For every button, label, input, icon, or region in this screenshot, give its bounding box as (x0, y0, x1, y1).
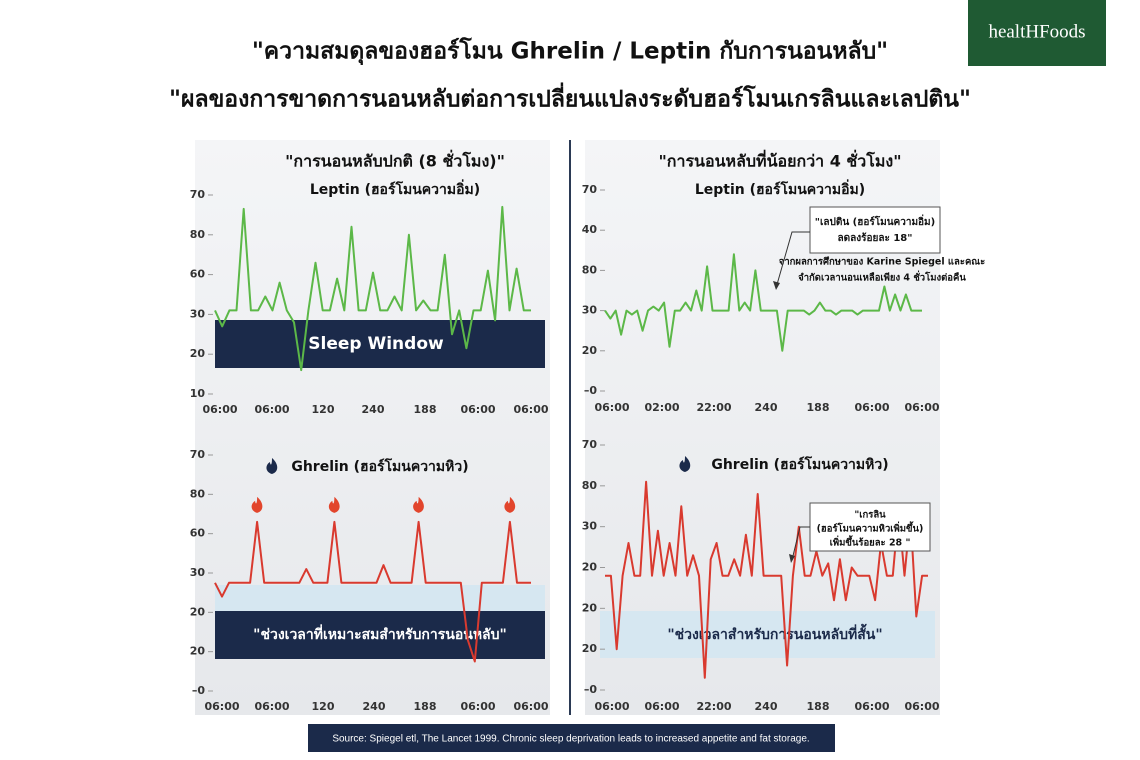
hormone-line (604, 253, 922, 352)
callout-text: ลดลงร้อยละ 18" (838, 232, 913, 244)
callout-text: "เลปติน (ฮอร์โมนความอิ่ม) (815, 214, 935, 228)
y-tick-label: 80 (582, 479, 598, 492)
flame-icon (328, 496, 340, 513)
x-tick-label: 06:00 (644, 700, 679, 713)
x-tick-label: 240 (755, 401, 778, 414)
y-tick-label: 80 (582, 263, 598, 276)
x-tick-label: 06:00 (904, 700, 939, 713)
source-box (308, 724, 835, 752)
x-tick-label: 188 (414, 403, 437, 416)
x-tick-label: 188 (414, 700, 437, 713)
x-tick-label: 120 (312, 403, 335, 416)
x-tick-label: 188 (807, 700, 830, 713)
y-tick-label: 80 (190, 487, 206, 500)
x-tick-label: 06:00 (594, 401, 629, 414)
callout-text: (ฮอร์โมนความหิวเพิ่มขึ้น) (817, 521, 924, 535)
sleep-band (215, 585, 545, 611)
callout-text: เพิ่มขึ้นร้อยละ 28 " (830, 535, 911, 549)
title: "ความสมดุลของฮอร์โมน Ghrelin / Leptin กั… (252, 37, 888, 66)
x-tick-label: 02:00 (644, 401, 679, 414)
sleep-band (600, 611, 935, 658)
x-tick-label: 240 (362, 403, 385, 416)
y-tick-label: 20 (190, 645, 206, 658)
y-tick-label: 20 (190, 605, 206, 618)
y-tick-label: –0 (584, 384, 598, 397)
band-label: "ช่วงเวลาที่เหมาะสมสำหรับการนอนหลับ" (253, 624, 507, 643)
y-tick-label: 70 (190, 188, 206, 201)
y-tick-label: 10 (190, 387, 206, 400)
y-tick-label: 60 (190, 527, 206, 540)
y-tick-label: 30 (190, 307, 206, 320)
panel-title: "การนอนหลับปกติ (8 ชั่วโมง)" (285, 150, 505, 171)
y-tick-label: 70 (582, 438, 598, 451)
x-tick-label: 06:00 (460, 700, 495, 713)
flame-icon (251, 496, 263, 513)
sleep-band (215, 320, 545, 368)
x-tick-label: 06:00 (204, 700, 239, 713)
note-text: จำกัดเวลานอนเหลือเพียง 4 ชั่วโมงต่อคืน (798, 270, 966, 284)
flame-icon (266, 458, 278, 474)
flame-icon (413, 496, 424, 513)
y-tick-label: 30 (582, 304, 598, 317)
flame-icon (504, 496, 516, 513)
panel-title: Ghrelin (ฮอร์โมนความหิว) (711, 455, 888, 473)
y-tick-label: 20 (582, 642, 598, 655)
source: Source: Spiegel etl, The Lancet 1999. Ch… (332, 734, 809, 745)
y-tick-label: 30 (582, 520, 598, 533)
arrow (791, 526, 810, 561)
sleep-band (215, 611, 545, 659)
x-tick-label: 06:00 (854, 401, 889, 414)
x-tick-label: 240 (363, 700, 386, 713)
hormone-line (214, 205, 531, 372)
panel-subtitle: Leptin (ฮอร์โมนความอิ่ม) (310, 179, 480, 198)
x-tick-label: 06:00 (254, 700, 289, 713)
y-tick-label: 60 (190, 268, 206, 281)
y-tick-label: 20 (582, 344, 598, 357)
x-tick-label: 06:00 (594, 700, 629, 713)
x-tick-label: 22:00 (696, 401, 731, 414)
panel-title: "การนอนหลับที่น้อยกว่า 4 ชั่วโมง" (658, 150, 901, 171)
y-tick-label: 20 (190, 347, 206, 360)
band-label: "ช่วงเวลาสำหรับการนอนหลับที่สั้น" (667, 623, 882, 643)
callout-box (809, 502, 931, 552)
title: "ผลของการขาดการนอนหลับต่อการเปลี่ยนแปลงร… (169, 82, 971, 113)
y-tick-label: 20 (582, 561, 598, 574)
hormone-line (605, 480, 928, 679)
x-tick-label: 188 (807, 401, 830, 414)
x-tick-label: 240 (755, 700, 778, 713)
arrow-head (789, 554, 795, 563)
x-tick-label: 06:00 (254, 403, 289, 416)
x-tick-label: 120 (312, 700, 335, 713)
x-tick-label: 06:00 (513, 403, 548, 416)
flame-icon (679, 456, 691, 472)
y-tick-label: 80 (190, 228, 206, 241)
note-text: จากผลการศึกษาของ Karine Spiegel และคณะ (779, 256, 985, 268)
x-tick-label: 06:00 (202, 403, 237, 416)
x-tick-label: 06:00 (904, 401, 939, 414)
logo-box (968, 0, 1106, 66)
arrow (775, 231, 810, 289)
y-tick-label: 30 (190, 566, 206, 579)
x-tick-label: 06:00 (513, 700, 548, 713)
panel-subtitle: Leptin (ฮอร์โมนความอิ่ม) (695, 179, 865, 198)
charts: Sleep Window "การนอนหลับปกติ (8 ชั่วโมง)"… (190, 150, 986, 714)
y-tick-label: –0 (192, 684, 206, 697)
y-tick-label: 70 (190, 448, 206, 461)
arrow-head (773, 281, 780, 290)
band-label: Sleep Window (308, 334, 444, 354)
panel-title: Ghrelin (ฮอร์โมนความหิว) (291, 457, 468, 475)
x-tick-label: 06:00 (854, 700, 889, 713)
callout-text: "เกรลิน (854, 510, 886, 521)
y-tick-label: 70 (582, 183, 598, 196)
y-tick-label: 40 (582, 223, 598, 236)
logo-text: healtHFoods (988, 21, 1085, 42)
callout-box (809, 206, 941, 254)
y-tick-label: 20 (582, 601, 598, 614)
x-tick-label: 22:00 (696, 700, 731, 713)
y-tick-label: –0 (584, 683, 598, 696)
x-tick-label: 06:00 (460, 403, 495, 416)
hormone-line (214, 520, 531, 663)
